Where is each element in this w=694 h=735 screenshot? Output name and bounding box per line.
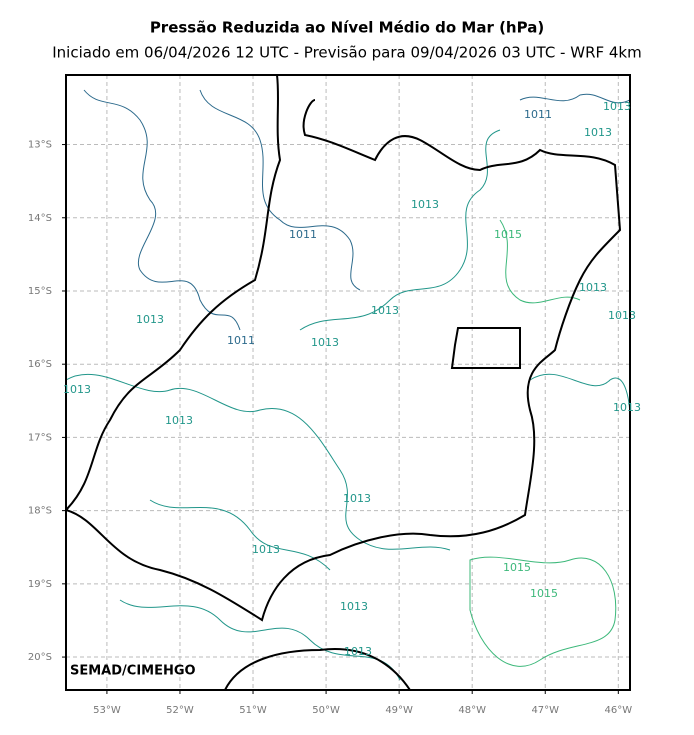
map-frame [65, 74, 631, 691]
contour [519, 93, 630, 104]
contour [83, 89, 241, 331]
subtitle: Iniciado em 06/04/2026 12 UTC - Previsão… [52, 44, 641, 62]
contour-label: 1013 [608, 309, 636, 322]
contour-label: 1013 [165, 414, 193, 427]
y-tick-label: 14°S [28, 213, 52, 224]
state-border [66, 75, 282, 511]
state-border [224, 648, 411, 690]
y-tick-label: 17°S [28, 432, 52, 443]
credit: SEMAD/CIMEHGO [70, 664, 196, 679]
x-tick-label: 51°W [239, 705, 267, 716]
x-tick-label: 52°W [166, 705, 194, 716]
contour-label: 1015 [494, 228, 522, 241]
contour-label: 1011 [227, 334, 255, 347]
contour-label: 1015 [530, 587, 558, 600]
y-tick-label: 15°S [28, 286, 52, 297]
contour-label: 1015 [503, 561, 531, 574]
contour-label: 1013 [63, 383, 91, 396]
contour-label: 1013 [371, 304, 399, 317]
x-tick-label: 50°W [312, 705, 340, 716]
contour-label: 1013 [311, 336, 339, 349]
y-tick-label: 20°S [28, 652, 52, 663]
grid [66, 75, 630, 690]
y-tick-label: 13°S [28, 140, 52, 151]
contour [499, 219, 581, 304]
x-tick-label: 49°W [385, 705, 413, 716]
y-tick-label: 19°S [28, 579, 52, 590]
contour-label: 1013 [603, 100, 631, 113]
x-tick-label: 53°W [93, 705, 121, 716]
x-tick-label: 46°W [604, 705, 632, 716]
contour-label: 1011 [289, 228, 317, 241]
contour-label: 1013 [613, 401, 641, 414]
state-borders [66, 75, 622, 690]
contour [119, 599, 401, 681]
contour [66, 373, 451, 551]
contour-label: 1013 [411, 198, 439, 211]
contour-label: 1013 [136, 313, 164, 326]
y-tick-label: 16°S [28, 359, 52, 370]
title: Pressão Reduzida ao Nível Médio do Mar (… [150, 19, 544, 37]
state-border [66, 99, 622, 622]
x-tick-label: 47°W [531, 705, 559, 716]
contour [529, 373, 630, 421]
contour-labels: 1011 1013 1013 1013 1015 1011 1013 1013 1011 1013… [63, 100, 641, 658]
contour [199, 89, 361, 291]
contour [149, 499, 331, 571]
contour-label: 1013 [340, 600, 368, 613]
contours [66, 89, 630, 681]
contour-label: 1013 [343, 492, 371, 505]
y-tick-label: 18°S [28, 506, 52, 517]
contour-label: 1013 [584, 126, 612, 139]
contour-label: 1013 [579, 281, 607, 294]
contour-label: 1011 [524, 108, 552, 121]
x-tick-label: 48°W [458, 705, 486, 716]
contour-label: 1013 [344, 645, 372, 658]
state-border [450, 327, 521, 369]
contour-label: 1013 [252, 543, 280, 556]
contour [299, 129, 501, 331]
contour [469, 556, 617, 667]
